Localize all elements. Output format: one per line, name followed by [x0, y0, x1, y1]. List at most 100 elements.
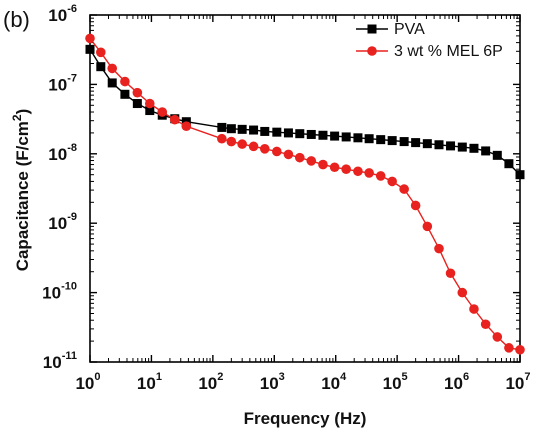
y-tick-label: 10-8	[48, 142, 77, 164]
legend-label: 3 wt % MEL 6P	[394, 43, 503, 60]
data-point	[132, 87, 143, 98]
data-point	[226, 124, 236, 134]
data-point	[341, 164, 351, 174]
panel-label: (b)	[3, 7, 30, 32]
data-point	[364, 168, 374, 178]
data-point	[457, 287, 468, 298]
data-point	[515, 344, 525, 355]
data-point	[399, 184, 409, 194]
data-point	[283, 128, 293, 138]
data-point	[283, 149, 294, 160]
y-tick-label: 10-6	[48, 3, 77, 25]
x-axis-ticks: 100 101 102 103 104 105 106 107	[75, 15, 531, 393]
x-tick-label: 102	[198, 371, 223, 393]
legend-item: 3 wt % MEL 6P	[356, 43, 503, 60]
data-point	[492, 332, 503, 342]
data-point	[341, 132, 351, 142]
data-point	[96, 62, 106, 72]
y-tick-label: 10-7	[48, 72, 77, 94]
series-line	[89, 37, 521, 351]
data-point	[295, 129, 305, 139]
data-point	[504, 159, 514, 169]
series-1	[85, 44, 525, 180]
data-point	[107, 63, 118, 74]
data-point	[515, 170, 525, 180]
data-point	[260, 126, 270, 136]
data-point	[217, 133, 227, 144]
x-tick-label: 101	[137, 371, 162, 393]
y-tick-label: 10-11	[43, 350, 77, 372]
data-point	[144, 98, 155, 109]
data-point	[226, 136, 237, 147]
x-tick-label: 103	[260, 371, 285, 393]
data-point	[422, 221, 433, 232]
data-point	[411, 138, 421, 148]
data-point	[318, 130, 328, 140]
data-point	[376, 135, 386, 145]
y-axis-label-end: )	[13, 109, 32, 115]
data-point	[353, 166, 363, 177]
data-point	[410, 200, 421, 211]
data-point	[387, 176, 397, 187]
data-point	[387, 136, 397, 146]
y-axis-label: Capacitance (F/cm2)	[10, 109, 32, 272]
data-point	[259, 144, 270, 154]
data-point	[469, 143, 479, 153]
plot-area	[89, 14, 521, 363]
series-2	[85, 33, 525, 355]
data-point	[306, 129, 316, 139]
data-point	[457, 142, 467, 152]
data-point	[399, 137, 409, 147]
legend-item: PVA	[356, 21, 425, 38]
legend: PVA 3 wt % MEL 6P	[356, 21, 503, 60]
data-point	[445, 268, 456, 279]
data-point	[169, 114, 180, 125]
data-point	[96, 47, 106, 58]
data-point	[120, 76, 130, 87]
data-point	[446, 141, 456, 151]
series-layer	[85, 33, 525, 355]
data-point	[330, 131, 340, 141]
data-point	[294, 152, 305, 163]
data-point	[85, 44, 95, 54]
data-point	[248, 141, 259, 152]
data-point	[329, 162, 340, 173]
data-point	[481, 146, 491, 156]
x-tick-label: 107	[505, 371, 530, 393]
data-point	[353, 133, 363, 143]
data-point	[249, 125, 259, 135]
data-point	[237, 139, 247, 149]
plot-frame	[89, 14, 521, 363]
data-point	[434, 243, 444, 254]
data-point	[492, 150, 502, 160]
y-tick-label: 10-10	[42, 281, 77, 303]
data-point	[85, 33, 95, 44]
data-point	[364, 134, 374, 144]
x-tick-label: 106	[444, 371, 469, 393]
x-tick-label: 100	[75, 371, 100, 393]
series-line	[89, 48, 521, 176]
data-point	[217, 122, 227, 132]
data-point	[107, 78, 117, 88]
data-point	[181, 121, 192, 131]
legend-marker	[367, 24, 377, 34]
data-point	[434, 140, 444, 150]
data-point	[157, 107, 168, 117]
x-tick-label: 104	[321, 371, 347, 393]
y-axis-label-sup: 2	[10, 114, 24, 121]
data-point	[272, 146, 282, 157]
data-point	[422, 139, 432, 149]
data-point	[504, 343, 514, 353]
data-point	[237, 124, 247, 134]
data-point	[120, 89, 130, 99]
data-point	[306, 156, 317, 166]
data-point	[480, 319, 491, 330]
data-point	[375, 171, 386, 181]
data-point	[318, 159, 328, 170]
legend-marker	[367, 46, 377, 56]
data-point	[272, 127, 282, 137]
data-point	[469, 304, 479, 314]
x-tick-label: 105	[383, 371, 408, 393]
data-point	[145, 106, 155, 116]
